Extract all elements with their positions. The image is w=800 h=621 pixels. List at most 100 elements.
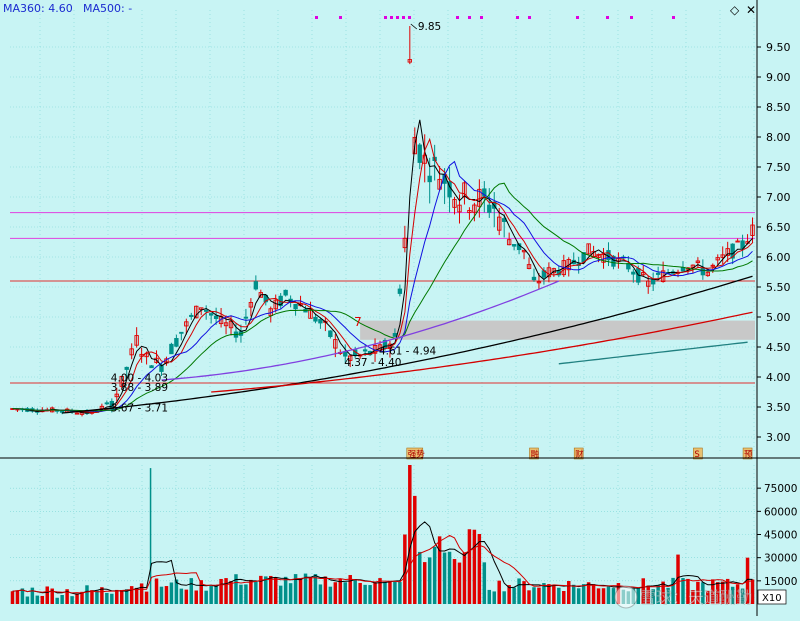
volume-bar — [725, 578, 730, 604]
volume-bar — [15, 590, 20, 604]
volume-bar — [740, 588, 745, 604]
volume-bar — [537, 587, 541, 604]
candle — [655, 266, 661, 281]
candle-body — [213, 315, 219, 319]
candle — [695, 257, 701, 268]
volume-bar — [427, 557, 432, 604]
top-marker — [396, 16, 399, 19]
volume-bar — [60, 594, 64, 604]
candle-body — [348, 355, 353, 361]
volume-bar — [532, 587, 536, 604]
volume-bar — [552, 584, 556, 604]
volume-bar — [567, 580, 571, 604]
volume-bar — [10, 591, 15, 604]
candle — [169, 342, 174, 355]
candle-body — [382, 339, 388, 349]
volume-tick-label: 15000 — [764, 576, 797, 588]
candle-body — [412, 136, 417, 155]
candle — [328, 330, 333, 339]
candle — [452, 196, 457, 215]
top-marker — [402, 16, 405, 19]
price-tick-label: 6.50 — [766, 221, 791, 234]
candle-body — [283, 289, 288, 296]
candle-body — [452, 199, 457, 208]
candle — [531, 268, 537, 282]
price-tick-label: 3.00 — [766, 431, 791, 444]
candle — [114, 387, 119, 404]
volume-bar — [701, 582, 705, 604]
volume-bar — [477, 533, 482, 604]
candle — [472, 202, 477, 222]
candle-body — [134, 335, 139, 346]
volume-bar — [676, 554, 680, 604]
candle — [144, 351, 149, 365]
volume-bar — [606, 586, 611, 604]
volume-bar — [333, 582, 338, 604]
volume-bar — [735, 584, 740, 604]
candle-body — [531, 276, 537, 281]
candle — [213, 307, 219, 325]
candle-body — [467, 210, 472, 214]
price-tick-label: 5.50 — [766, 281, 791, 294]
price-tick-label: 4.50 — [766, 341, 791, 354]
candle — [397, 284, 403, 297]
ma5-line — [12, 137, 753, 414]
volume-bar — [596, 588, 601, 604]
diamond-icon[interactable]: ◇ — [730, 3, 740, 17]
volume-bar — [651, 589, 655, 604]
volume-bar — [711, 579, 715, 604]
volume-bar — [224, 578, 228, 604]
volume-bar — [512, 587, 516, 604]
candle-body — [119, 375, 124, 387]
volume-bar — [35, 595, 40, 604]
candle-body — [59, 410, 65, 413]
volume-bar — [517, 578, 521, 604]
volume-bar — [55, 597, 59, 604]
candle-body — [114, 393, 119, 398]
volume-bar — [50, 588, 54, 604]
close-icon[interactable]: ✕ — [746, 3, 756, 17]
candle-body — [343, 351, 348, 357]
price-tick-label: 4.00 — [766, 371, 791, 384]
top-marker — [576, 16, 579, 19]
top-marker — [516, 16, 519, 19]
volume-bar — [129, 586, 134, 604]
candle-body — [318, 319, 323, 324]
volume-bar — [318, 584, 323, 604]
price-tick-label: 5.00 — [766, 311, 791, 324]
volume-bar — [338, 578, 343, 604]
volume-bar — [696, 581, 700, 604]
price-tick-label: 7.50 — [766, 161, 791, 174]
candle-body — [655, 272, 661, 275]
volume-bar — [378, 578, 382, 604]
candle — [506, 232, 512, 246]
top-marker — [315, 16, 318, 19]
candle-body — [169, 343, 174, 355]
event-marker-label: 强势 — [408, 449, 426, 460]
top-marker — [606, 16, 609, 19]
candle-body — [129, 348, 134, 356]
volume-bar — [581, 584, 586, 604]
volume-bar — [269, 575, 273, 604]
volume-bar — [507, 585, 511, 604]
volume-bar — [542, 583, 546, 604]
volume-bar — [45, 586, 49, 604]
candle-body — [497, 216, 502, 231]
volume-bar — [234, 574, 238, 604]
price-tick-label: 7.00 — [766, 191, 791, 204]
candle — [134, 327, 139, 348]
volume-bar — [432, 546, 437, 604]
candle — [546, 262, 552, 283]
volume-bar — [249, 579, 253, 604]
candle-body — [223, 322, 229, 327]
price-annotation: 3.88 - 3.89 — [111, 382, 168, 394]
candle-body — [179, 331, 184, 334]
price-annotations: 9.85 4.61 - 4.944.37 - 4.40 4.00 - 4.033.8… — [111, 21, 441, 415]
volume-bar — [189, 578, 194, 604]
candle — [348, 354, 353, 368]
volume-bar — [502, 591, 506, 604]
volume-bar — [636, 587, 641, 604]
price-tick-label: 8.50 — [766, 101, 791, 114]
candle — [511, 244, 517, 251]
